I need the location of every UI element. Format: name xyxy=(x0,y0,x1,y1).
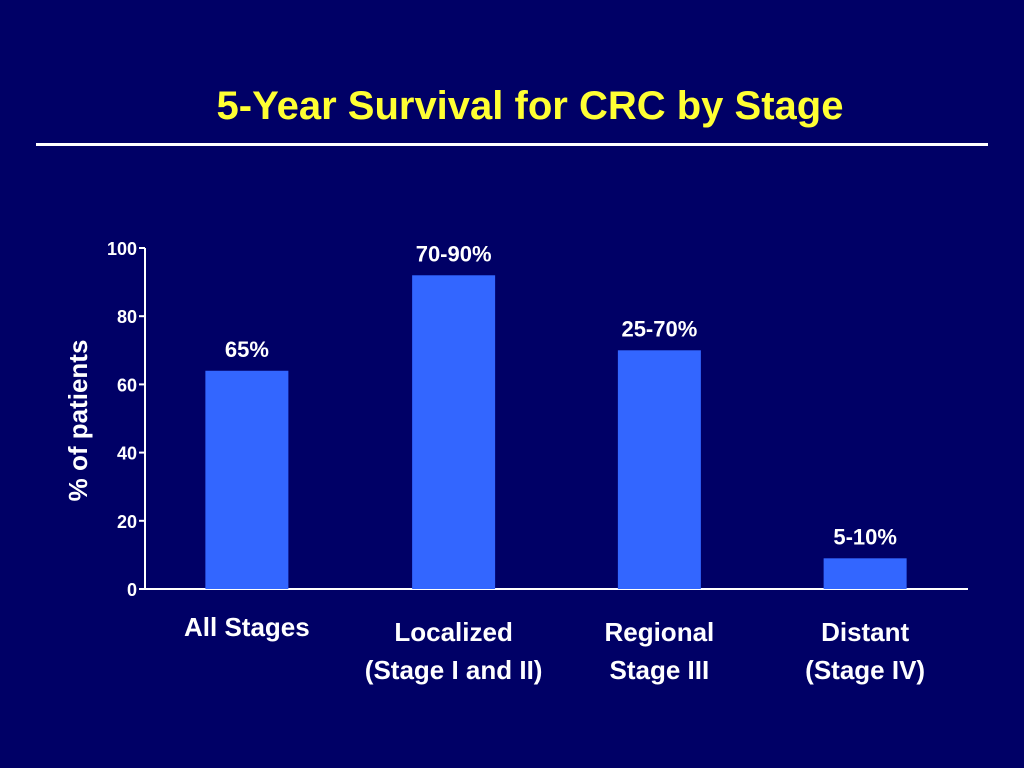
category-label: Localized xyxy=(394,617,512,647)
data-labels: 65% 70-90% 25-70% 5-10% xyxy=(225,241,897,549)
data-label: 5-10% xyxy=(833,524,897,549)
bar xyxy=(205,370,289,589)
bars xyxy=(205,275,907,589)
y-tick-label: 0 xyxy=(127,580,137,600)
data-label: 65% xyxy=(225,337,269,362)
slide-title: 5-Year Survival for CRC by Stage xyxy=(216,84,844,128)
y-tick-label: 20 xyxy=(117,512,137,532)
category-label: Regional xyxy=(604,617,714,647)
category-label: (Stage IV) xyxy=(805,655,925,685)
bar xyxy=(617,350,701,589)
title-divider xyxy=(36,143,988,146)
y-axis: 0 20 40 60 80 100 % of patients xyxy=(63,239,146,600)
y-tick-label: 60 xyxy=(117,375,137,395)
y-tick-label: 100 xyxy=(107,239,137,259)
y-tick-label: 40 xyxy=(117,444,137,464)
category-label: (Stage I and II) xyxy=(365,655,543,685)
bar xyxy=(823,558,907,589)
y-axis-title: % of patients xyxy=(63,340,93,502)
y-tick-label: 80 xyxy=(117,307,137,327)
category-label: Distant xyxy=(821,617,909,647)
data-label: 70-90% xyxy=(416,241,492,266)
category-label: All Stages xyxy=(184,612,310,642)
data-label: 25-70% xyxy=(621,316,697,341)
category-label: Stage III xyxy=(610,655,710,685)
category-labels: All Stages Localized (Stage I and II) Regio… xyxy=(184,612,925,685)
bar xyxy=(412,275,496,589)
